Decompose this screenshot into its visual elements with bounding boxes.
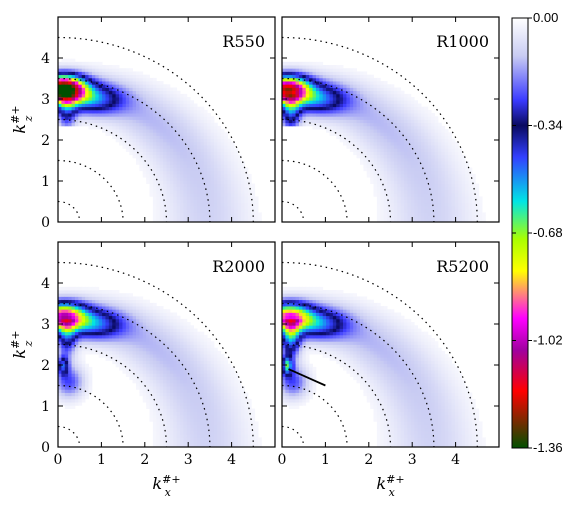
- y-tick-label: 3: [41, 92, 50, 108]
- reference-circle: [58, 425, 81, 447]
- colorbar-tick-label: 0.00: [533, 10, 558, 25]
- reference-circles: [58, 36, 254, 222]
- x-tick-label: 3: [184, 452, 193, 468]
- x-tick-label: 3: [408, 452, 417, 468]
- reference-circle: [58, 384, 124, 447]
- reference-circles: [282, 261, 478, 447]
- reference-circle: [282, 384, 348, 447]
- panels: 0 1 2 3 4 R550 k#+z R1000 0 1 2 3 4 0 1 2 3 4 R2000 k#+ x k#+…: [9, 16, 500, 499]
- heatmap-field: [282, 17, 499, 222]
- y-tick-label: 0: [41, 215, 50, 231]
- x-tick-label: 4: [227, 452, 236, 468]
- x-tick-label: 0: [278, 452, 287, 468]
- x-tick-label: 1: [97, 452, 106, 468]
- colorbar: 0.00 -0.34 -0.68 -1.02 -1.36: [511, 10, 563, 455]
- panel-frame: [57, 241, 276, 448]
- y-tick-label: 2: [41, 133, 50, 149]
- y-axis-label: k#+z: [9, 105, 35, 133]
- colorbar-tick-label: -0.34: [533, 118, 563, 133]
- x-tick-label: 0: [54, 452, 63, 468]
- panel-r5200: 0 1 2 3 4 R5200 k#+ x: [278, 241, 500, 499]
- panel-frame: [57, 16, 276, 223]
- reference-circle: [58, 200, 81, 222]
- x-tick-label: 4: [451, 452, 460, 468]
- y-tick-label: 0: [41, 440, 50, 456]
- panel-r550: 0 1 2 3 4 R550 k#+z: [9, 16, 276, 231]
- y-tick-label: 4: [41, 276, 50, 292]
- y-axis-label: k#+z: [9, 330, 35, 358]
- colorbar-tick-label: -0.68: [533, 225, 563, 240]
- reference-circle: [282, 77, 435, 222]
- panel-label: R5200: [436, 257, 489, 276]
- colorbar-tick-label: -1.02: [533, 333, 563, 348]
- reference-circle: [58, 118, 168, 222]
- reference-circle: [282, 302, 435, 447]
- reference-circle: [282, 200, 305, 222]
- y-tick-label: 4: [41, 51, 50, 67]
- y-tick-label: 3: [41, 317, 50, 333]
- reference-circle: [58, 159, 124, 222]
- x-axis-label: k#+ x: [152, 473, 180, 499]
- panel-label: R550: [222, 32, 265, 51]
- panel-frame: [281, 16, 500, 223]
- reference-circles: [282, 36, 478, 222]
- x-tick-label: 1: [321, 452, 330, 468]
- reference-circle: [282, 159, 348, 222]
- reference-circle: [58, 302, 211, 447]
- y-tick-label: 1: [41, 399, 50, 415]
- x-tick-label: 2: [140, 452, 149, 468]
- x-tick-label: 2: [364, 452, 373, 468]
- heatmap-field: [282, 242, 499, 447]
- panel-frame: [281, 241, 500, 448]
- y-tick-label: 1: [41, 174, 50, 190]
- y-tick-label: 2: [41, 358, 50, 374]
- panel-r2000: 0 1 2 3 4 0 1 2 3 4 R2000 k#+ x k#+z: [9, 241, 276, 499]
- panel-label: R1000: [436, 32, 489, 51]
- panel-r1000: R1000: [281, 16, 500, 223]
- reference-circle: [282, 343, 392, 447]
- reference-circles: [58, 261, 254, 447]
- reference-circle: [58, 343, 168, 447]
- heatmap-field: [58, 17, 275, 222]
- x-axis-label: k#+ x: [376, 473, 404, 499]
- annotation-line: [288, 368, 326, 387]
- reference-circle: [282, 425, 305, 447]
- reference-circle: [282, 118, 392, 222]
- heatmap-field: [58, 242, 275, 447]
- panel-label: R2000: [212, 257, 265, 276]
- reference-circle: [58, 77, 211, 222]
- colorbar-tick-label: -1.36: [533, 440, 563, 455]
